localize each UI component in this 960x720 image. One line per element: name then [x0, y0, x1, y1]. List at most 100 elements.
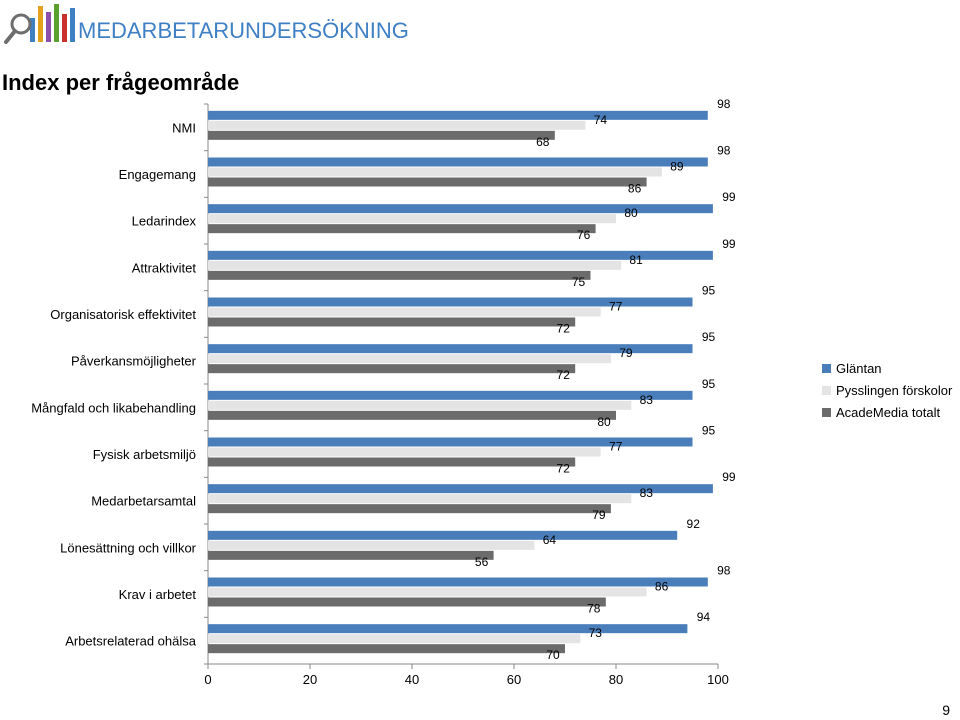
bar [208, 307, 601, 317]
bar [208, 597, 606, 607]
bar [208, 484, 713, 494]
legend-swatch [822, 364, 831, 373]
data-label: 98 [717, 144, 731, 158]
bar [208, 270, 591, 280]
bar [208, 344, 693, 354]
bar [208, 250, 713, 260]
data-label: 78 [587, 602, 601, 616]
page-number: 9 [942, 702, 950, 718]
data-label: 98 [717, 564, 731, 578]
data-label: 83 [640, 393, 654, 407]
x-tick-label: 40 [405, 672, 419, 687]
legend-label: AcadeMedia totalt [836, 405, 940, 420]
data-label: 94 [697, 610, 711, 624]
bar [208, 224, 596, 234]
category-label: Fysisk arbetsmiljö [93, 447, 196, 462]
category-label: Krav i arbetet [119, 587, 197, 602]
x-tick-label: 20 [303, 672, 317, 687]
legend-swatch [822, 408, 831, 417]
bar [208, 540, 535, 550]
data-label: 77 [609, 440, 623, 454]
data-label: 68 [536, 135, 550, 149]
header: MEDARBETARUNDERSÖKNING [0, 0, 960, 46]
legend-label: Gläntan [836, 361, 882, 376]
data-label: 95 [702, 284, 716, 298]
data-label: 95 [702, 330, 716, 344]
legend-swatch [822, 386, 831, 395]
bar [208, 214, 616, 224]
data-label: 79 [619, 346, 633, 360]
category-label: Medarbetarsamtal [91, 494, 196, 509]
data-label: 72 [557, 368, 571, 382]
data-label: 95 [702, 377, 716, 391]
data-label: 77 [609, 300, 623, 314]
bar [208, 447, 601, 457]
bar [208, 577, 708, 587]
page-title: Index per frågeområde [2, 70, 240, 95]
data-label: 73 [589, 626, 603, 640]
data-label: 56 [475, 555, 489, 569]
data-label: 70 [546, 648, 560, 662]
data-label: 80 [597, 415, 611, 429]
x-tick-label: 100 [707, 672, 729, 687]
x-tick-label: 0 [204, 672, 211, 687]
bar [208, 204, 713, 214]
bar [208, 364, 576, 374]
bar-chart-magnifier-icon [4, 4, 75, 44]
data-label: 83 [640, 486, 654, 500]
data-label: 99 [722, 470, 736, 484]
bar [208, 504, 611, 514]
bar [208, 177, 647, 187]
data-label: 98 [717, 97, 731, 111]
data-label: 76 [577, 228, 591, 242]
data-label: 95 [702, 424, 716, 438]
x-tick-label: 80 [609, 672, 623, 687]
bar [208, 297, 693, 307]
legend-label: Pysslingen förskolor [836, 383, 953, 398]
data-label: 89 [670, 160, 684, 174]
bar [208, 457, 576, 467]
bar [208, 494, 632, 504]
category-label: Påverkansmöjligheter [71, 354, 197, 369]
bar [208, 317, 576, 327]
bar [208, 390, 693, 400]
data-label: 75 [572, 275, 586, 289]
data-label: 81 [629, 253, 643, 267]
bar [208, 354, 611, 364]
data-label: 72 [557, 322, 571, 336]
data-label: 79 [592, 508, 606, 522]
data-label: 92 [687, 517, 701, 531]
bar [208, 634, 581, 644]
bar [208, 437, 693, 447]
bar [208, 260, 622, 270]
category-label: Engagemang [119, 167, 196, 182]
category-label: Mångfald och likabehandling [31, 400, 196, 415]
bar [208, 130, 555, 140]
category-label: NMI [172, 120, 196, 135]
data-label: 72 [557, 462, 571, 476]
data-label: 86 [628, 182, 642, 196]
category-label: Attraktivitet [132, 260, 197, 275]
x-tick-label: 60 [507, 672, 521, 687]
bar [208, 410, 616, 420]
bar [208, 644, 565, 654]
bar [208, 110, 708, 120]
data-label: 74 [594, 113, 608, 127]
bar [208, 530, 678, 540]
data-label: 86 [655, 580, 669, 594]
data-label: 99 [722, 190, 736, 204]
bar [208, 120, 586, 130]
category-label: Ledarindex [132, 214, 197, 229]
data-label: 80 [624, 206, 638, 220]
bar [208, 400, 632, 410]
bar [208, 167, 662, 177]
category-label: Arbetsrelaterad ohälsa [65, 634, 197, 649]
bar [208, 624, 688, 634]
bar [208, 157, 708, 167]
data-label: 99 [722, 237, 736, 251]
bar [208, 550, 494, 560]
category-label: Lönesättning och villkor [60, 540, 197, 555]
bar [208, 587, 647, 597]
brand-name: MEDARBETARUNDERSÖKNING [78, 18, 409, 43]
